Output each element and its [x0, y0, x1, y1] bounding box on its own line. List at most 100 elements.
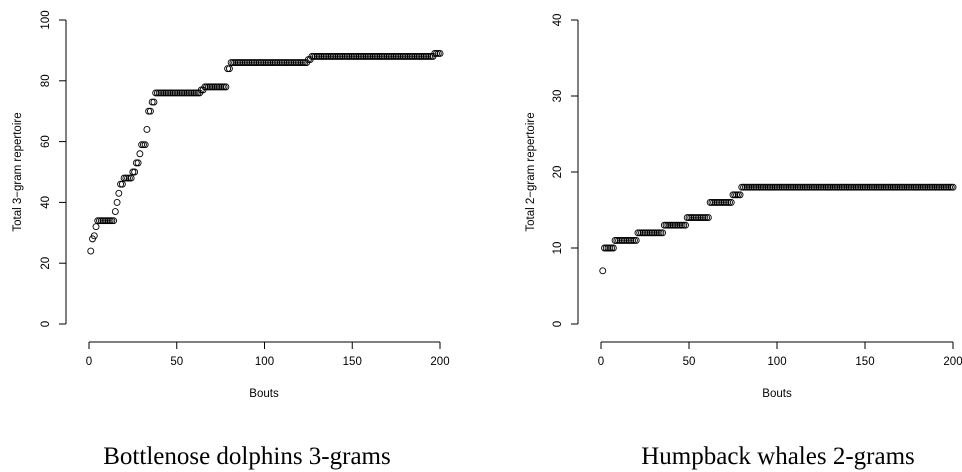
dolphins-data-point: [269, 59, 277, 67]
dolphins-data-point: [111, 208, 119, 215]
humpback-data-point: [616, 236, 624, 244]
humpback-data-point: [870, 183, 878, 191]
humpback-data-point: [653, 229, 661, 237]
humpback-x-tick-label: 200: [943, 356, 962, 368]
humpback-data-point: [926, 183, 934, 191]
dolphins-data-point: [127, 174, 135, 182]
dolphins-data-point: [217, 83, 225, 91]
dolphins-data-point: [308, 53, 316, 60]
dolphins-data-point: [285, 59, 293, 67]
humpback-data-point: [803, 183, 811, 191]
dolphins-data-point: [366, 53, 374, 60]
humpback-data-point: [748, 183, 756, 191]
dolphins-data-point: [390, 53, 398, 60]
humpback-data-point: [771, 183, 779, 191]
dolphins-data-point: [375, 53, 383, 60]
dolphins-data-point: [436, 49, 444, 57]
humpback-data-point: [791, 183, 799, 191]
humpback-data-point: [796, 183, 804, 191]
humpback-data-point: [873, 183, 881, 191]
humpback-data-point: [854, 183, 862, 191]
dolphins-data-point: [183, 89, 191, 97]
humpback-data-point: [826, 183, 834, 191]
humpback-data-point: [706, 198, 714, 206]
dolphins-data-point: [152, 89, 160, 97]
humpback-data-point: [903, 183, 911, 191]
dolphins-data-point: [294, 59, 302, 67]
humpback-data-point: [808, 183, 816, 191]
humpback-data-point: [875, 183, 883, 191]
dolphins-data-point: [380, 53, 388, 60]
humpback-data-point: [799, 183, 807, 191]
humpback-data-point: [766, 183, 774, 191]
dolphins-data-point: [399, 53, 407, 60]
dolphins-data-point: [229, 59, 237, 67]
dolphins-y-tick-label: 40: [40, 196, 52, 209]
humpback-data-point: [752, 183, 760, 191]
humpback-data-point: [884, 183, 892, 191]
humpback-data-point: [687, 214, 695, 222]
humpback-x-tick-label: 150: [855, 356, 874, 368]
dolphins-data-point: [343, 53, 351, 60]
dolphins-y-tick-label: 80: [40, 74, 52, 87]
dolphins-data-point: [376, 53, 384, 60]
dolphins-data-point: [341, 53, 349, 60]
humpback-data-point: [849, 183, 857, 191]
humpback-data-point: [696, 214, 704, 222]
humpback-data-point: [674, 221, 682, 229]
humpback-data-point: [689, 214, 696, 222]
humpback-data-point: [894, 183, 902, 191]
dolphins-data-point: [347, 53, 354, 60]
dolphins-data-point: [117, 180, 125, 188]
humpback-data-point: [713, 198, 721, 206]
humpback-y-axis-title: Total 2−gram repertoire: [525, 112, 537, 231]
humpback-data-point: [919, 183, 927, 191]
humpback-data-point: [630, 236, 638, 244]
dolphins-data-point: [404, 53, 412, 60]
dolphins-data-point: [401, 53, 409, 60]
dolphins-data-point: [124, 174, 132, 182]
dolphins-data-point: [410, 53, 418, 60]
dolphins-data-point: [166, 89, 174, 97]
humpback-data-point: [759, 183, 767, 191]
humpback-data-point: [828, 183, 836, 191]
humpback-data-point: [946, 183, 953, 191]
dolphins-data-point: [161, 89, 168, 97]
humpback-data-point: [822, 183, 830, 191]
dolphins-x-tick-label: 150: [343, 356, 362, 368]
dolphins-data-point: [426, 53, 433, 60]
dolphins-x-tick-label: 50: [170, 356, 183, 368]
humpback-data-point: [680, 221, 688, 229]
humpback-data-point: [882, 183, 890, 191]
humpback-data-point: [717, 198, 725, 206]
humpback-data-point: [632, 236, 640, 244]
dolphins-data-point: [268, 59, 275, 67]
dolphins-data-point: [419, 53, 426, 60]
dolphins-data-point: [169, 89, 177, 97]
humpback-data-point: [606, 244, 614, 252]
dolphins-data-point: [206, 83, 214, 91]
humpback-data-point: [604, 244, 612, 252]
dolphins-data-point: [422, 53, 430, 60]
dolphins-data-point: [241, 59, 249, 67]
dolphins-data-point: [185, 89, 193, 97]
dolphins-data-point: [424, 53, 432, 60]
humpback-data-point: [733, 191, 740, 199]
dolphins-data-point: [417, 53, 425, 60]
dolphins-data-point: [261, 59, 268, 67]
humpback-data-point: [880, 183, 888, 191]
dolphins-data-point: [378, 53, 386, 60]
humpback-data-point: [770, 183, 777, 191]
dolphins-data-point: [108, 217, 116, 225]
dolphins-data-point: [357, 53, 365, 60]
dolphins-data-point: [385, 53, 393, 60]
humpback-data-point: [815, 183, 823, 191]
dolphins-data-point: [234, 59, 242, 67]
humpback-data-point: [736, 191, 744, 199]
humpback-data-point: [889, 183, 897, 191]
dolphins-data-point: [415, 53, 423, 60]
dolphins-data-point: [389, 53, 397, 60]
humpback-data-point: [671, 221, 679, 229]
dolphins-data-point: [190, 89, 198, 97]
dolphins-x-tick-label: 100: [255, 356, 274, 368]
